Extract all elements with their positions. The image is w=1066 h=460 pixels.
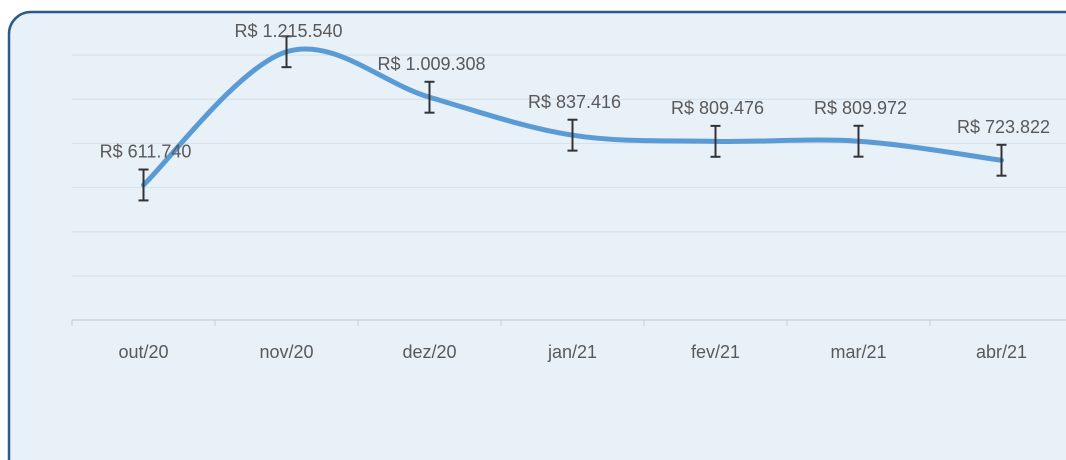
error-bar: [281, 35, 292, 69]
data-label: R$ 611.740: [100, 142, 192, 162]
data-label: R$ 809.476: [671, 98, 764, 118]
x-tick-label: jan/21: [547, 342, 597, 362]
error-bar: [996, 143, 1007, 177]
x-tick-label: mar/21: [830, 342, 886, 362]
x-tick-label: fev/21: [691, 342, 740, 362]
x-tick-label: abr/21: [976, 342, 1027, 362]
error-bar: [853, 124, 864, 158]
x-tick-label: nov/20: [259, 342, 313, 362]
error-bar: [710, 124, 721, 158]
data-label: R$ 1.215.540: [234, 21, 342, 41]
error-bar: [424, 80, 435, 114]
data-label: R$ 1.009.308: [377, 54, 485, 74]
panel: [7, 10, 1066, 460]
x-tick-label: out/20: [118, 342, 168, 362]
data-label: R$ 809.972: [814, 98, 907, 118]
error-bar: [138, 168, 149, 202]
x-tick-label: dez/20: [402, 342, 456, 362]
error-bar: [567, 118, 578, 152]
data-label: R$ 723.822: [957, 117, 1050, 137]
data-label: R$ 837.416: [528, 92, 621, 112]
